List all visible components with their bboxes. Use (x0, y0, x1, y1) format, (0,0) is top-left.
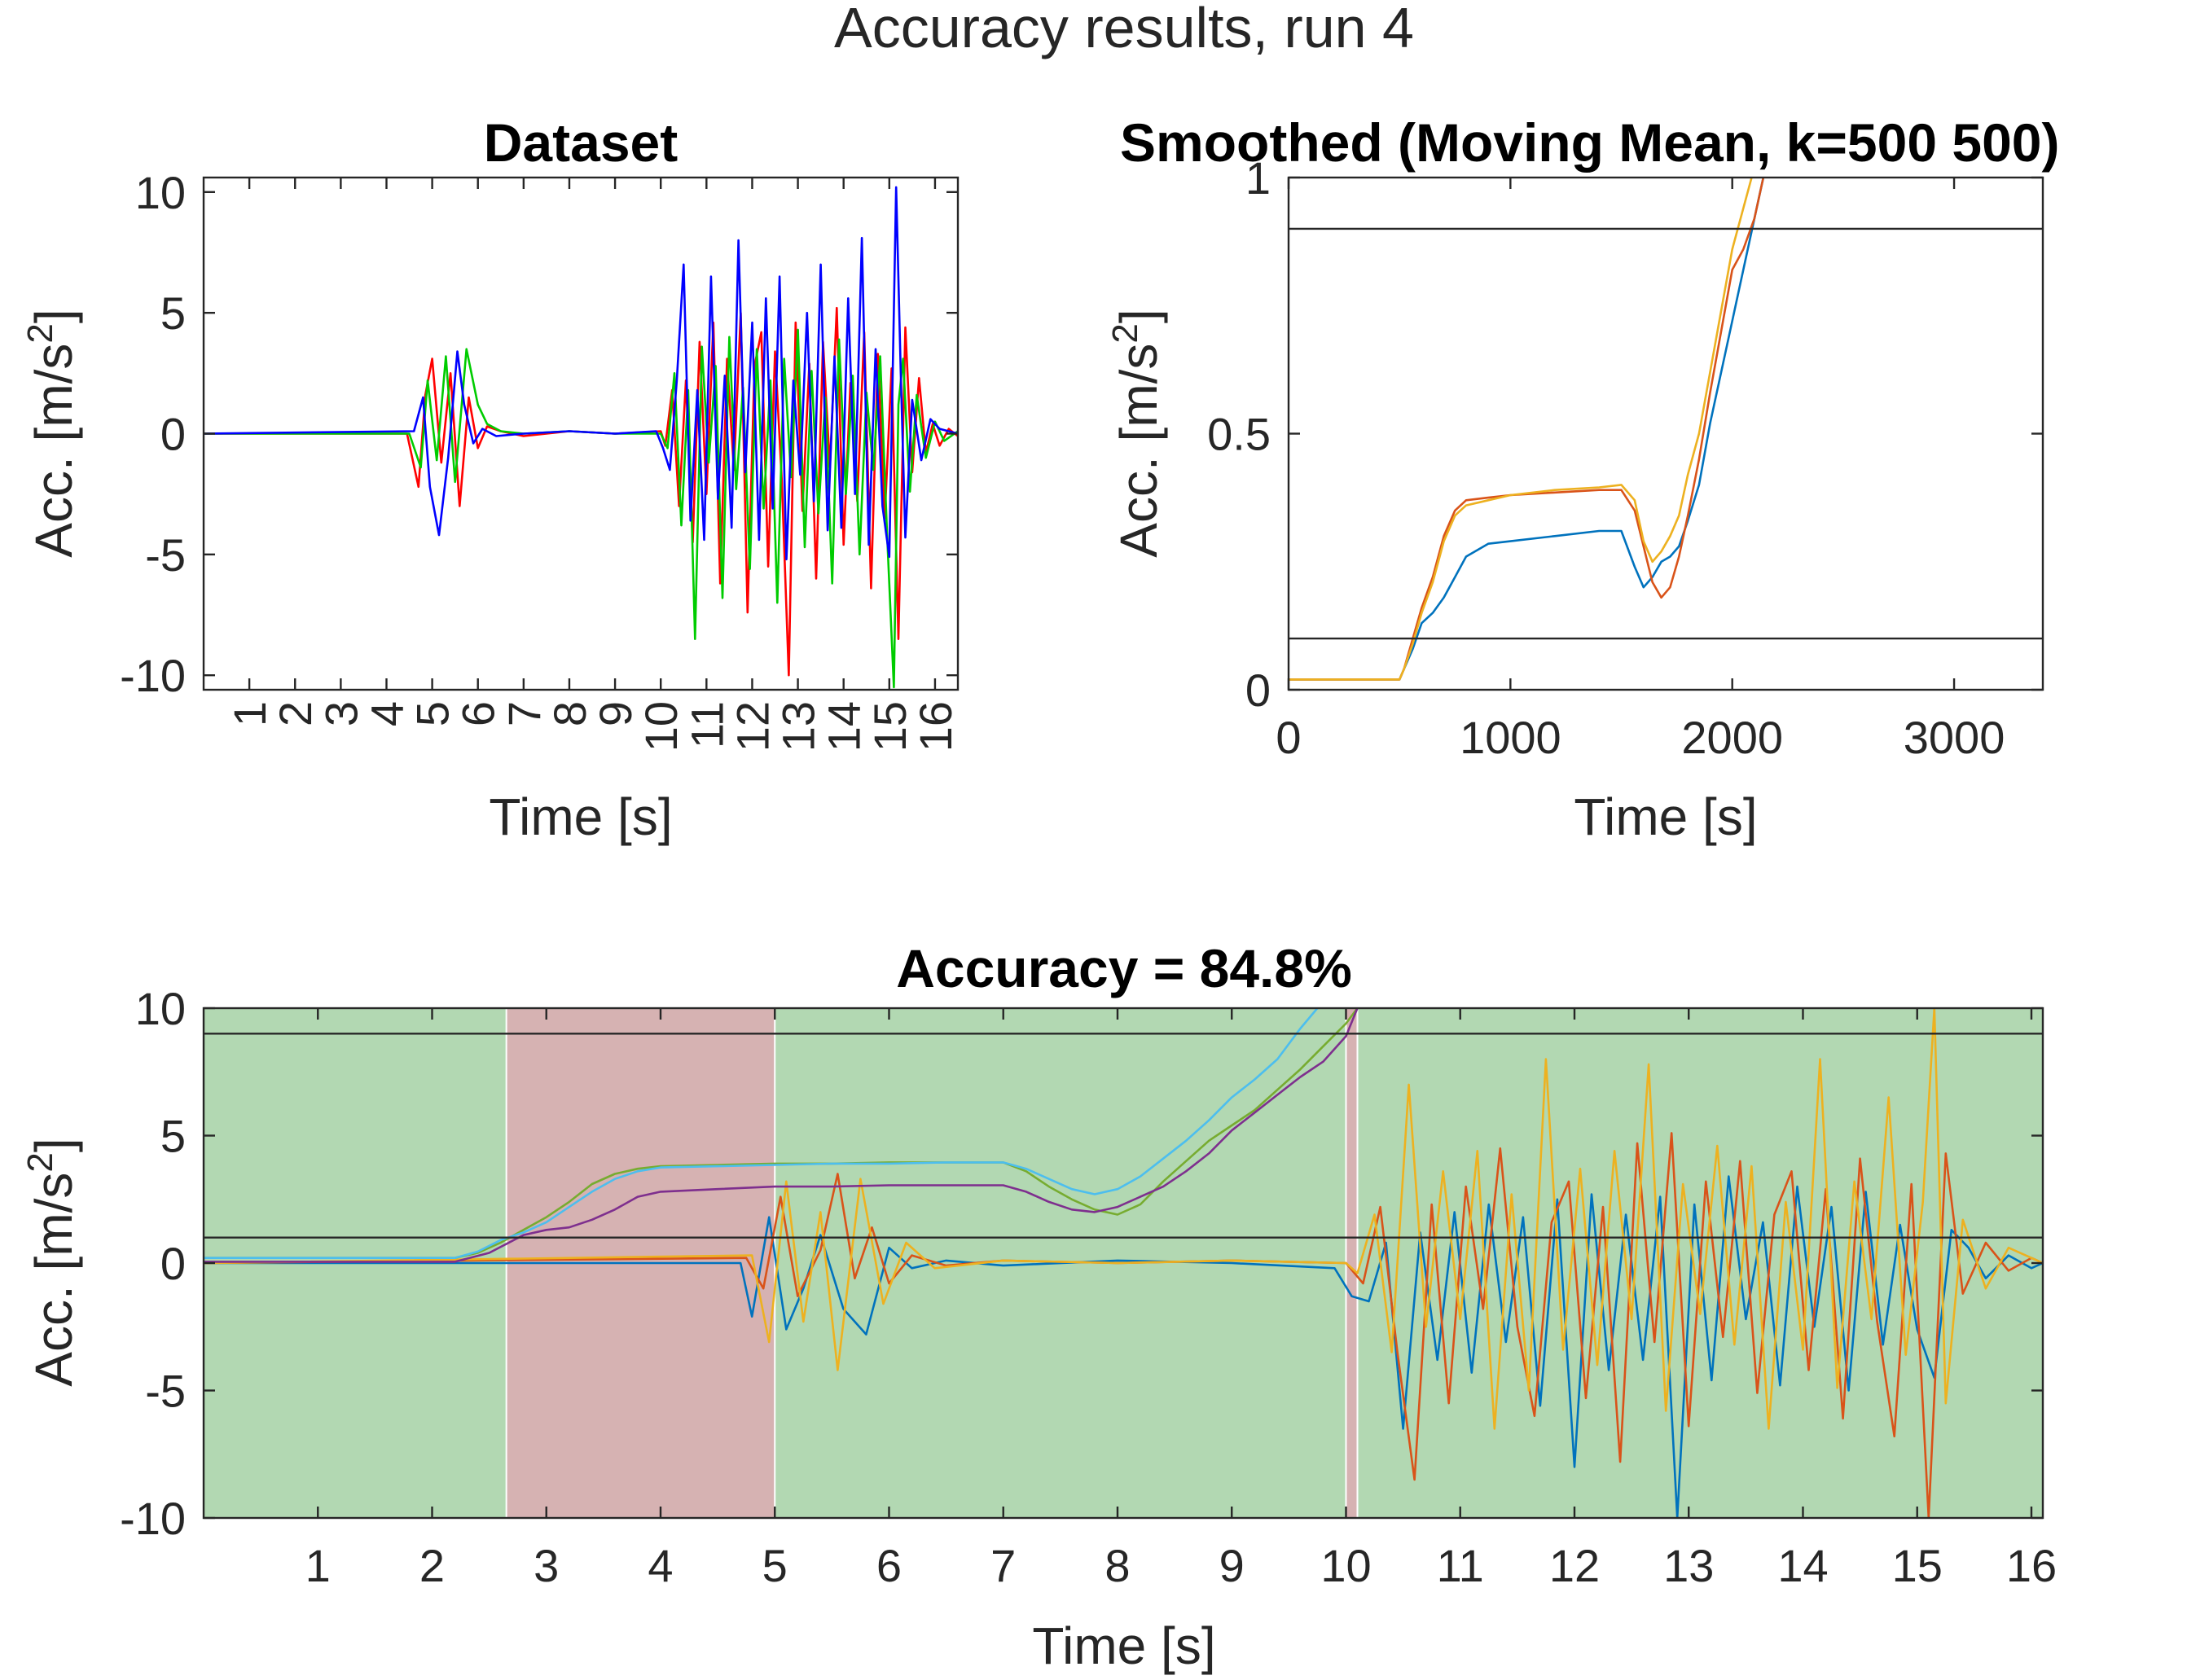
x-tick-label-7: 8 (1104, 1540, 1130, 1591)
x-tick-label-10: 11 (681, 701, 732, 748)
panel-smoothed-plot (1289, 178, 2043, 681)
x-tick-label-11: 12 (727, 701, 778, 752)
panel-dataset-xlabel: Time [s] (489, 787, 672, 846)
x-tick-label-14: 15 (864, 701, 916, 752)
series-line-0 (204, 1175, 2043, 1518)
panel-accuracy-plot (204, 1008, 2043, 1518)
panel-dataset-ylabel: Acc. [m/s2] (20, 309, 83, 557)
x-tick-label-0: 1 (224, 701, 275, 726)
y-tick-label-1: 0.5 (1207, 409, 1271, 460)
x-tick-label-2: 3 (315, 701, 367, 726)
y-tick-label-4: -10 (120, 650, 186, 701)
x-tick-label-4: 5 (407, 701, 459, 726)
panel-accuracy-xlabel: Time [s] (1032, 1616, 1215, 1675)
region-3 (1346, 1008, 1358, 1518)
x-tick-label-12: 13 (773, 701, 824, 752)
y-tick-label-0: 10 (135, 167, 186, 218)
series-line-1 (1289, 178, 1765, 681)
panel-dataset-title: Dataset (484, 112, 678, 173)
panel-smoothed-ticks: 0 1000 2000 3000 0 0.5 1 (1207, 152, 2043, 763)
x-tick-label-5: 6 (453, 701, 504, 726)
x-tick-label-5: 6 (876, 1540, 902, 1591)
series-line-2 (204, 1008, 2043, 1430)
x-tick-label-0: 0 (1276, 712, 1301, 763)
panel-accuracy-title: Accuracy = 84.8% (896, 938, 1352, 998)
x-tick-label-8: 9 (590, 701, 641, 726)
panel-accuracy-ylabel: Acc. [m/s2] (20, 1138, 83, 1386)
panel-smoothed-xlabel: Time [s] (1574, 787, 1757, 846)
x-tick-label-13: 14 (819, 701, 870, 752)
x-tick-label-10: 11 (1437, 1540, 1484, 1591)
y-tick-label-4: -10 (120, 1493, 186, 1544)
x-tick-label-7: 8 (544, 701, 595, 726)
x-tick-label-15: 16 (2006, 1540, 2057, 1591)
x-tick-label-8: 9 (1219, 1540, 1245, 1591)
y-tick-label-0: 10 (135, 983, 186, 1034)
y-tick-label-0: 0 (1245, 665, 1271, 716)
series-line-1 (204, 328, 958, 689)
x-tick-label-2: 2000 (1681, 712, 1783, 763)
series-line-2 (1289, 178, 1753, 681)
y-tick-label-2: 1 (1245, 152, 1271, 204)
series-line-2 (204, 186, 958, 561)
x-tick-label-3: 3000 (1904, 712, 2005, 763)
x-tick-label-9: 10 (635, 701, 687, 752)
panel-dataset-plot (204, 186, 958, 689)
figure-title: Accuracy results, run 4 (834, 0, 1414, 59)
series-line-5 (204, 1008, 1359, 1263)
panel-smoothed-title: Smoothed (Moving Mean, k=500 500) (1120, 112, 2059, 173)
x-tick-label-1: 2 (270, 701, 321, 726)
panel-smoothed-axes (1287, 176, 2044, 691)
y-tick-label-2: 0 (160, 409, 186, 460)
series-line-4 (204, 1008, 1319, 1259)
x-tick-label-2: 3 (534, 1540, 559, 1591)
x-tick-label-6: 7 (990, 1540, 1016, 1591)
x-tick-label-11: 12 (1549, 1540, 1600, 1591)
x-tick-label-15: 16 (910, 701, 961, 752)
x-tick-label-14: 15 (1892, 1540, 1943, 1591)
panel-smoothed: Smoothed (Moving Mean, k=500 500) 0 1000 2… (1105, 112, 2059, 846)
y-tick-label-1: 5 (160, 287, 186, 339)
series-line-0 (1289, 178, 1765, 681)
x-tick-label-3: 4 (361, 701, 412, 726)
x-tick-label-6: 7 (498, 701, 550, 726)
y-tick-label-2: 0 (160, 1238, 186, 1289)
y-tick-label-1: 5 (160, 1111, 186, 1162)
x-tick-label-13: 14 (1777, 1540, 1828, 1591)
x-tick-label-1: 1000 (1460, 712, 1561, 763)
x-tick-label-4: 5 (762, 1540, 788, 1591)
panel-dataset: Dataset 123456789101112131415161050-5-10… (20, 112, 961, 846)
x-tick-label-9: 10 (1320, 1540, 1371, 1591)
x-tick-label-3: 4 (648, 1540, 673, 1591)
y-tick-label-3: -5 (145, 1366, 186, 1417)
x-tick-label-0: 1 (305, 1540, 331, 1591)
y-tick-label-3: -5 (145, 529, 186, 581)
panel-accuracy: Accuracy = 84.8% 1 2 3 4 5 6 7 8 9 10 11 12 13 14 15 16… (20, 938, 2057, 1675)
x-tick-label-1: 2 (419, 1540, 445, 1591)
x-tick-label-12: 13 (1663, 1540, 1714, 1591)
panel-smoothed-ylabel: Acc. [m/s2] (1105, 309, 1168, 557)
